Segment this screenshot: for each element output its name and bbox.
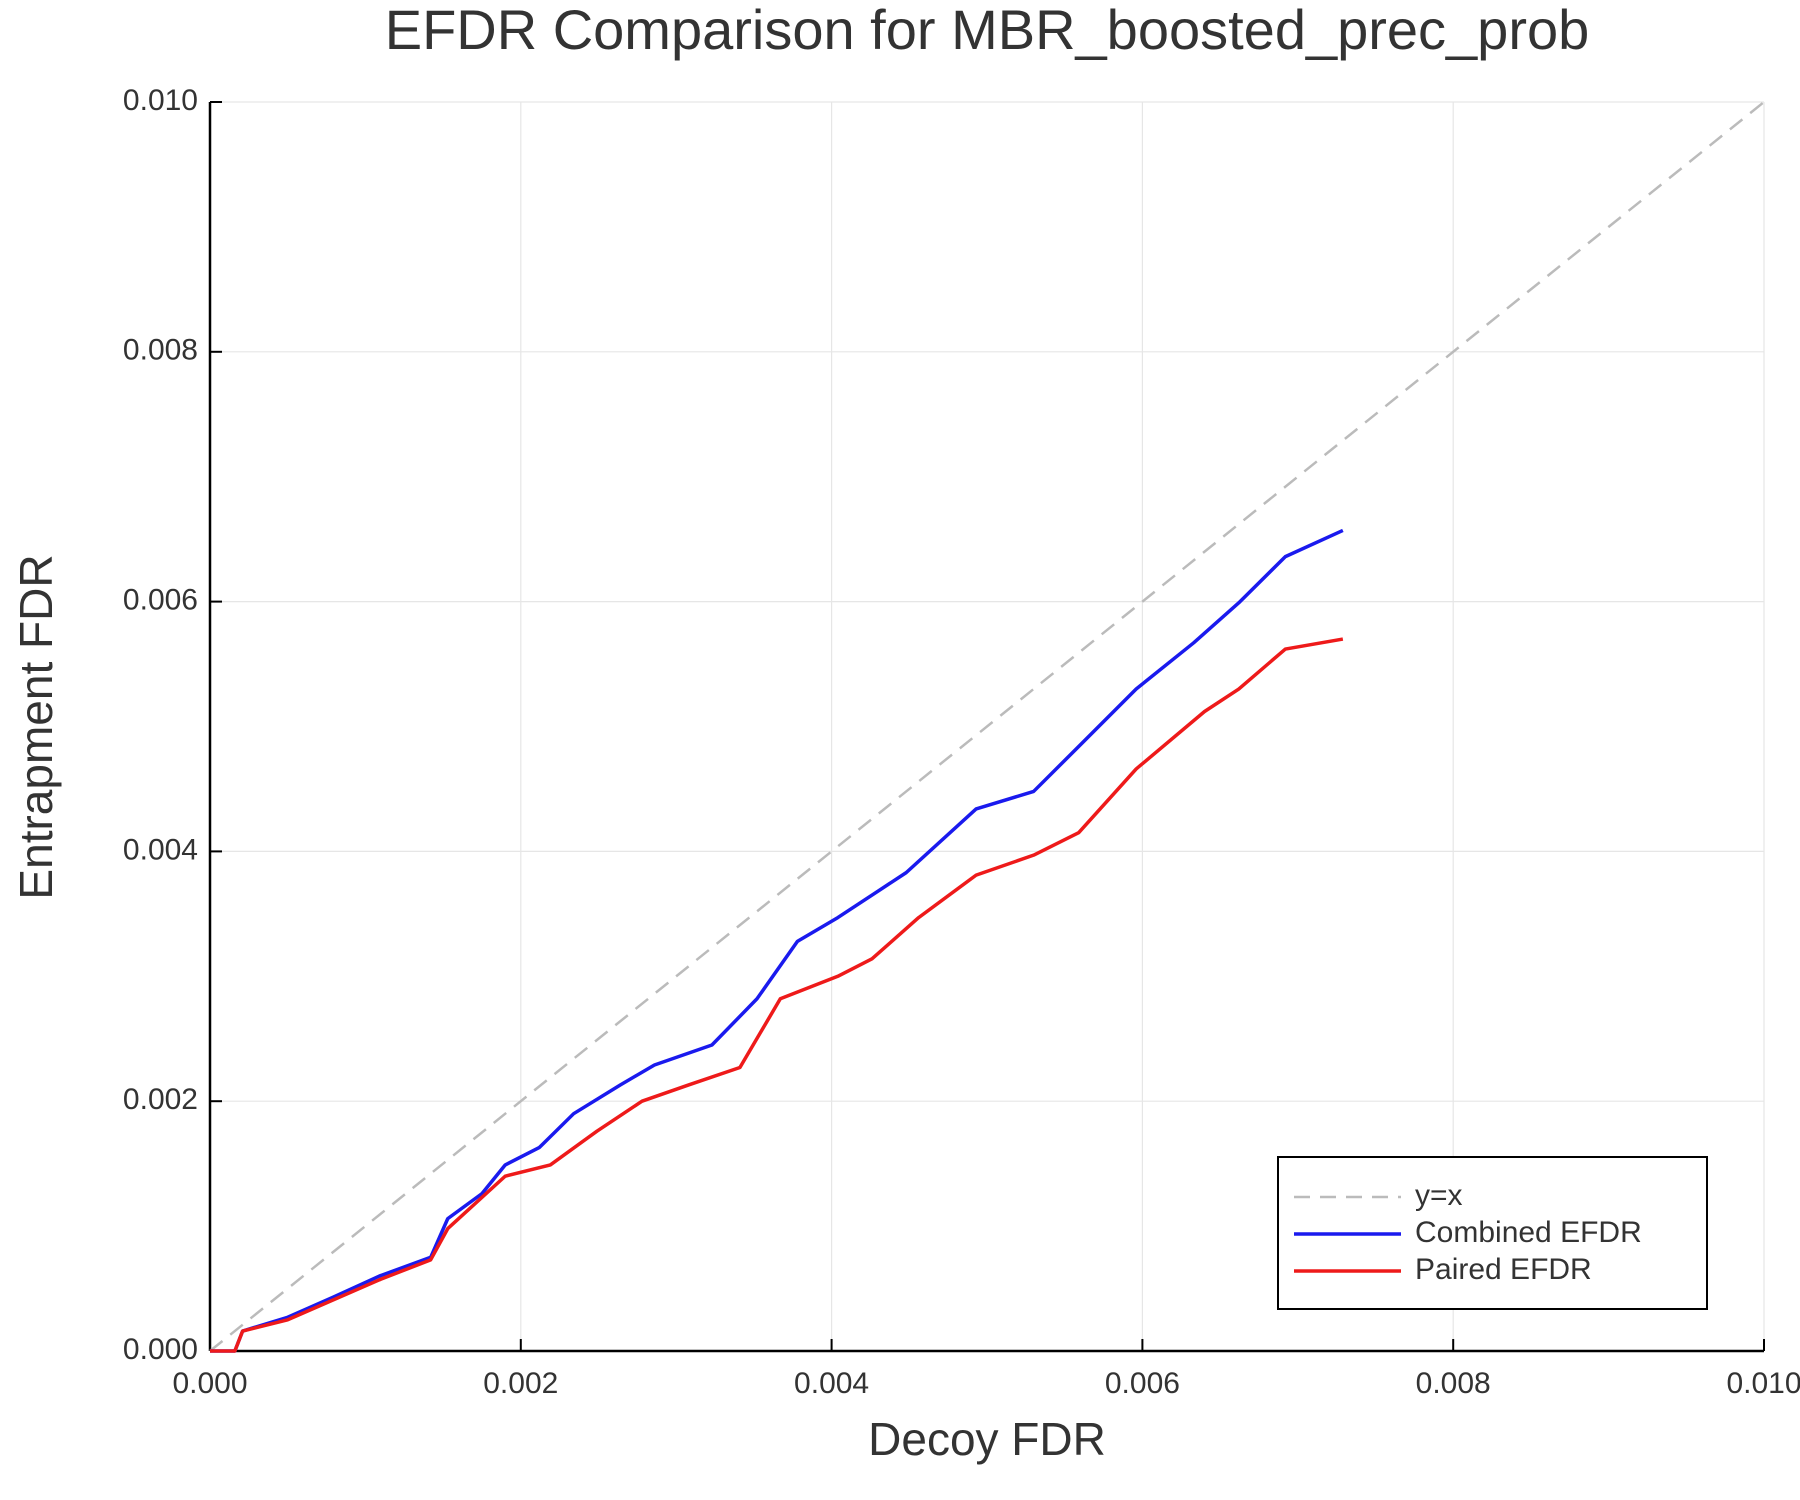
y-tick-label: 0.008 xyxy=(123,334,198,367)
x-tick-label: 0.000 xyxy=(172,1367,247,1400)
y-axis-label: Entrapment FDR xyxy=(10,554,62,899)
x-axis-label: Decoy FDR xyxy=(868,1413,1106,1465)
x-tick-label: 0.010 xyxy=(1726,1367,1800,1400)
x-tick-label: 0.006 xyxy=(1105,1367,1180,1400)
y-tick-label: 0.000 xyxy=(123,1333,198,1366)
x-tick-label: 0.002 xyxy=(483,1367,558,1400)
series-line xyxy=(210,637,1344,1353)
series-line xyxy=(210,528,1344,1353)
x-tick-label: 0.004 xyxy=(794,1367,869,1400)
legend-label: Paired EFDR xyxy=(1415,1253,1592,1286)
legend-label: y=x xyxy=(1415,1179,1463,1212)
series-line xyxy=(209,101,1765,1352)
y-tick-label: 0.004 xyxy=(123,833,198,866)
chart-title: EFDR Comparison for MBR_boosted_prec_pro… xyxy=(385,0,1590,61)
y-tick-label: 0.002 xyxy=(123,1083,198,1116)
x-tick-label: 0.008 xyxy=(1416,1367,1491,1400)
legend-label: Combined EFDR xyxy=(1415,1216,1642,1249)
y-tick-label: 0.010 xyxy=(123,84,198,117)
y-tick-label: 0.006 xyxy=(123,584,198,617)
